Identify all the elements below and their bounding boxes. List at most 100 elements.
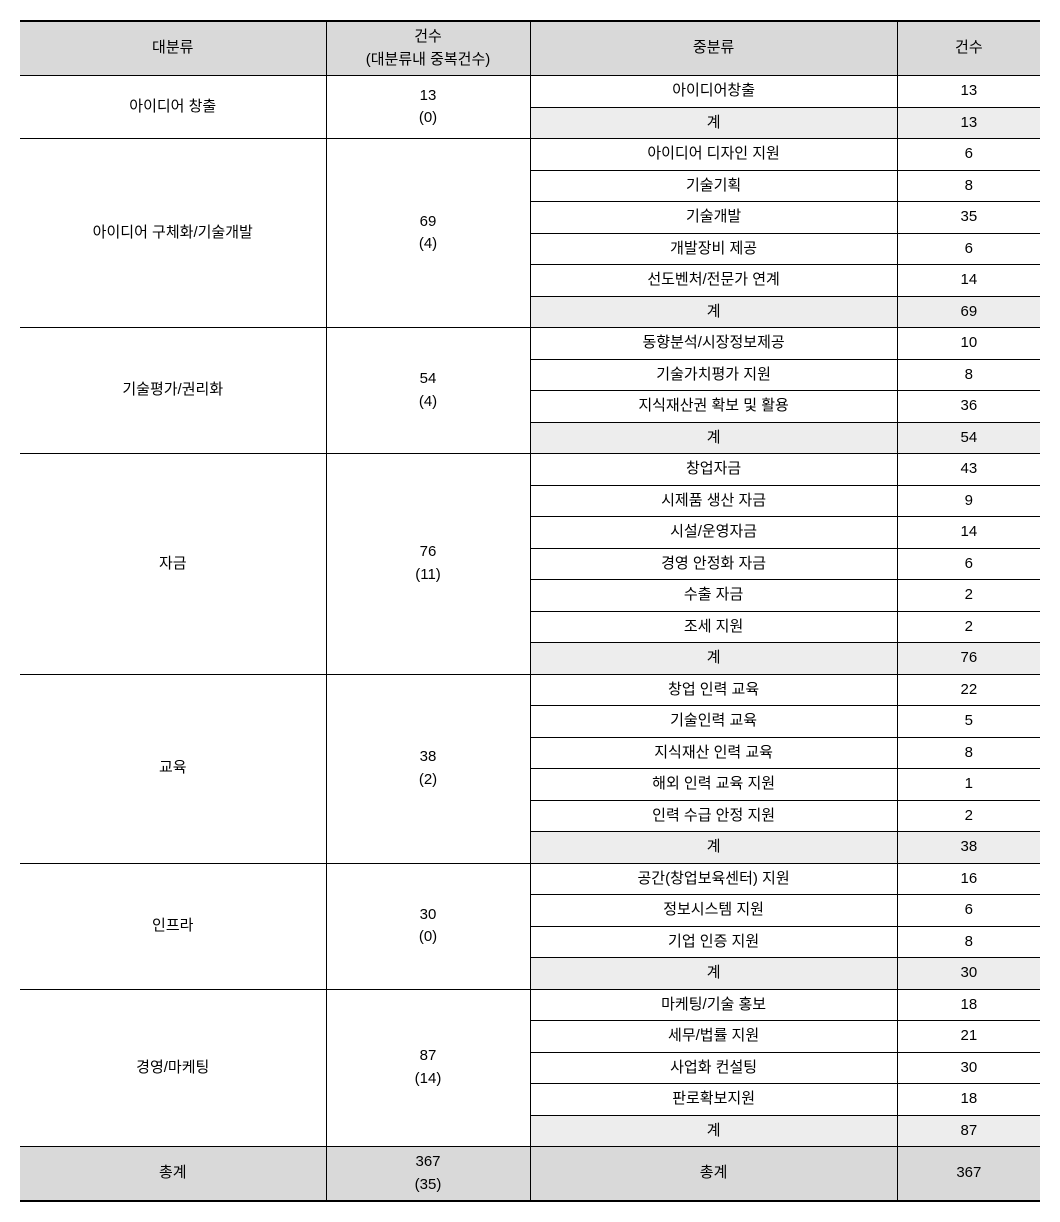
subtotal-value-cell: 76 <box>897 643 1040 675</box>
table-row: 아이디어 구체화/기술개발69(4)아이디어 디자인 지원6 <box>20 139 1040 171</box>
count-cell: 22 <box>897 674 1040 706</box>
subtotal-value-cell: 38 <box>897 832 1040 864</box>
sub-cell: 지식재산 인력 교육 <box>530 737 897 769</box>
major-cell: 인프라 <box>20 863 326 989</box>
count-cell: 21 <box>897 1021 1040 1053</box>
major-count-cell: 30(0) <box>326 863 530 989</box>
count-cell: 8 <box>897 737 1040 769</box>
count-cell: 13 <box>897 76 1040 108</box>
table-body: 아이디어 창출13(0)아이디어창출13계13아이디어 구체화/기술개발69(4… <box>20 76 1040 1202</box>
major-count-cell: 38(2) <box>326 674 530 863</box>
count-cell: 8 <box>897 170 1040 202</box>
sub-cell: 기업 인증 지원 <box>530 926 897 958</box>
table-row: 인프라30(0)공간(창업보육센터) 지원16 <box>20 863 1040 895</box>
sub-cell: 해외 인력 교육 지원 <box>530 769 897 801</box>
count-cell: 2 <box>897 800 1040 832</box>
major-cell: 자금 <box>20 454 326 675</box>
count-cell: 6 <box>897 233 1040 265</box>
count-cell: 6 <box>897 895 1040 927</box>
count-cell: 18 <box>897 1084 1040 1116</box>
total-row: 총계367(35)총계367 <box>20 1147 1040 1202</box>
count-cell: 2 <box>897 611 1040 643</box>
count-cell: 2 <box>897 580 1040 612</box>
table-row: 경영/마케팅87(14)마케팅/기술 홍보18 <box>20 989 1040 1021</box>
count-cell: 43 <box>897 454 1040 486</box>
major-cell: 아이디어 구체화/기술개발 <box>20 139 326 328</box>
sub-cell: 창업자금 <box>530 454 897 486</box>
subtotal-value-cell: 87 <box>897 1115 1040 1147</box>
table-row: 교육38(2)창업 인력 교육22 <box>20 674 1040 706</box>
subtotal-label-cell: 계 <box>530 958 897 990</box>
sub-cell: 인력 수급 안정 지원 <box>530 800 897 832</box>
sub-cell: 개발장비 제공 <box>530 233 897 265</box>
sub-cell: 동향분석/시장정보제공 <box>530 328 897 360</box>
count-cell: 6 <box>897 139 1040 171</box>
sub-cell: 창업 인력 교육 <box>530 674 897 706</box>
count-cell: 35 <box>897 202 1040 234</box>
sub-cell: 정보시스템 지원 <box>530 895 897 927</box>
sub-cell: 공간(창업보육센터) 지원 <box>530 863 897 895</box>
table-row: 기술평가/권리화54(4)동향분석/시장정보제공10 <box>20 328 1040 360</box>
table-header-row: 대분류 건수(대분류내 중복건수) 중분류 건수 <box>20 21 1040 76</box>
sub-cell: 기술인력 교육 <box>530 706 897 738</box>
sub-cell: 경영 안정화 자금 <box>530 548 897 580</box>
subtotal-label-cell: 계 <box>530 422 897 454</box>
sub-cell: 세무/법률 지원 <box>530 1021 897 1053</box>
subtotal-value-cell: 54 <box>897 422 1040 454</box>
total-count2-cell: 367 <box>897 1147 1040 1202</box>
sub-cell: 판로확보지원 <box>530 1084 897 1116</box>
table-row: 아이디어 창출13(0)아이디어창출13 <box>20 76 1040 108</box>
count-cell: 9 <box>897 485 1040 517</box>
total-major-cell: 총계 <box>20 1147 326 1202</box>
subtotal-value-cell: 69 <box>897 296 1040 328</box>
subtotal-value-cell: 30 <box>897 958 1040 990</box>
sub-cell: 시제품 생산 자금 <box>530 485 897 517</box>
total-count1-cell: 367(35) <box>326 1147 530 1202</box>
count-cell: 8 <box>897 359 1040 391</box>
count-cell: 14 <box>897 517 1040 549</box>
classification-table: 대분류 건수(대분류내 중복건수) 중분류 건수 아이디어 창출13(0)아이디… <box>20 20 1040 1202</box>
subtotal-value-cell: 13 <box>897 107 1040 139</box>
header-count1: 건수(대분류내 중복건수) <box>326 21 530 76</box>
subtotal-label-cell: 계 <box>530 832 897 864</box>
major-count-cell: 54(4) <box>326 328 530 454</box>
sub-cell: 수출 자금 <box>530 580 897 612</box>
sub-cell: 선도벤처/전문가 연계 <box>530 265 897 297</box>
count-cell: 1 <box>897 769 1040 801</box>
sub-cell: 사업화 컨설팅 <box>530 1052 897 1084</box>
subtotal-label-cell: 계 <box>530 296 897 328</box>
major-cell: 경영/마케팅 <box>20 989 326 1147</box>
sub-cell: 아이디어창출 <box>530 76 897 108</box>
major-count-cell: 13(0) <box>326 76 530 139</box>
header-sub: 중분류 <box>530 21 897 76</box>
major-cell: 교육 <box>20 674 326 863</box>
count-cell: 36 <box>897 391 1040 423</box>
sub-cell: 마케팅/기술 홍보 <box>530 989 897 1021</box>
sub-cell: 기술개발 <box>530 202 897 234</box>
header-major: 대분류 <box>20 21 326 76</box>
major-count-cell: 87(14) <box>326 989 530 1147</box>
major-count-cell: 69(4) <box>326 139 530 328</box>
sub-cell: 조세 지원 <box>530 611 897 643</box>
major-count-cell: 76(11) <box>326 454 530 675</box>
sub-cell: 아이디어 디자인 지원 <box>530 139 897 171</box>
count-cell: 16 <box>897 863 1040 895</box>
major-cell: 기술평가/권리화 <box>20 328 326 454</box>
count-cell: 30 <box>897 1052 1040 1084</box>
subtotal-label-cell: 계 <box>530 1115 897 1147</box>
sub-cell: 시설/운영자금 <box>530 517 897 549</box>
table-row: 자금76(11)창업자금43 <box>20 454 1040 486</box>
sub-cell: 기술기획 <box>530 170 897 202</box>
count-cell: 6 <box>897 548 1040 580</box>
subtotal-label-cell: 계 <box>530 107 897 139</box>
sub-cell: 지식재산권 확보 및 활용 <box>530 391 897 423</box>
sub-cell: 기술가치평가 지원 <box>530 359 897 391</box>
major-cell: 아이디어 창출 <box>20 76 326 139</box>
count-cell: 14 <box>897 265 1040 297</box>
count-cell: 10 <box>897 328 1040 360</box>
subtotal-label-cell: 계 <box>530 643 897 675</box>
count-cell: 5 <box>897 706 1040 738</box>
count-cell: 18 <box>897 989 1040 1021</box>
count-cell: 8 <box>897 926 1040 958</box>
total-sub-cell: 총계 <box>530 1147 897 1202</box>
